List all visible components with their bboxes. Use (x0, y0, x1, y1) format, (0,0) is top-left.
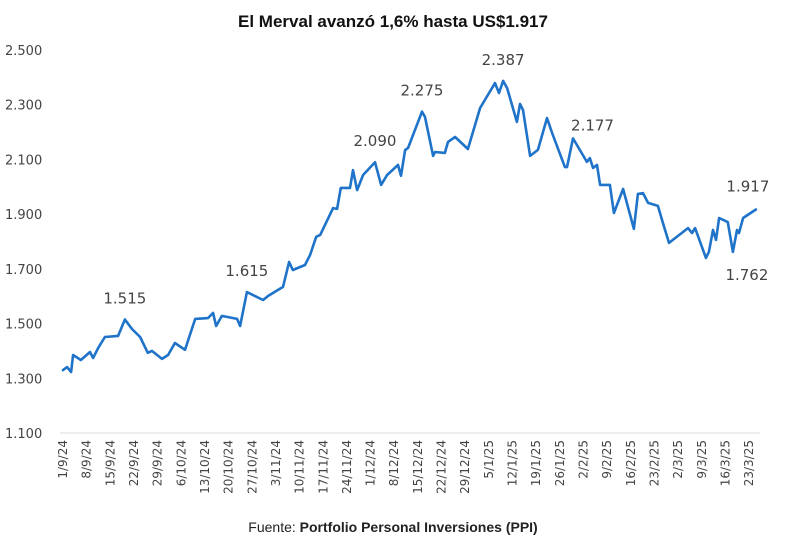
data-label: 1.762 (725, 266, 768, 284)
data-label: 2.275 (400, 82, 443, 100)
data-label: 2.090 (353, 132, 396, 150)
chart-title: El Merval avanzó 1,6% hasta US$1.917 (238, 12, 548, 31)
x-tick-label: 19/1/25 (529, 440, 543, 486)
x-tick-label: 22/12/24 (435, 440, 449, 494)
data-label: 1.515 (103, 289, 146, 307)
y-tick-label: 1.900 (5, 208, 42, 223)
x-tick-label: 23/2/25 (648, 440, 662, 486)
y-tick-label: 2.100 (5, 153, 42, 168)
x-tick-label: 20/10/24 (222, 440, 236, 494)
x-tick-label: 16/3/25 (718, 440, 732, 486)
series-line-merval (61, 79, 758, 374)
data-label: 1.917 (726, 177, 769, 195)
source-prefix: Fuente: (248, 519, 299, 535)
data-labels: 1.515 1.615 2.090 2.275 2.387 2.177 1.762 1.917 (103, 51, 769, 308)
x-tick-label: 24/11/24 (340, 440, 354, 494)
x-tick-label: 15/9/24 (103, 440, 117, 486)
x-tick-label: 13/10/24 (198, 440, 212, 494)
x-tick-label: 1/9/24 (56, 440, 70, 479)
source-note: Fuente: Portfolio Personal Inversiones (… (248, 519, 537, 535)
x-tick-label: 6/10/24 (174, 440, 188, 486)
x-tick-label: 12/1/25 (506, 440, 520, 486)
y-axis: 2.500 2.300 2.100 1.900 1.700 1.500 1.300 1.100 (5, 44, 42, 442)
y-tick-label: 2.500 (5, 44, 42, 59)
x-tick-label: 17/11/24 (316, 440, 330, 494)
x-tick-label: 29/9/24 (151, 440, 165, 486)
y-tick-label: 1.100 (5, 427, 42, 442)
x-tick-label: 26/1/25 (553, 440, 567, 486)
x-axis: 1/9/24 8/9/24 15/9/24 22/9/24 29/9/24 6/10/24… (56, 440, 756, 494)
data-label: 1.615 (225, 262, 268, 280)
y-tick-label: 1.300 (5, 372, 42, 387)
x-tick-label: 3/11/24 (269, 440, 283, 486)
x-tick-label: 5/1/25 (482, 440, 496, 479)
x-tick-label: 9/2/25 (600, 440, 614, 479)
y-tick-label: 2.300 (5, 99, 42, 114)
x-tick-label: 22/9/24 (127, 440, 141, 486)
x-tick-label: 2/3/25 (671, 440, 685, 479)
x-tick-label: 10/11/24 (293, 440, 307, 494)
x-tick-label: 1/12/24 (364, 440, 378, 486)
x-tick-label: 29/12/24 (458, 440, 472, 494)
y-tick-label: 1.700 (5, 263, 42, 278)
x-tick-label: 8/12/24 (387, 440, 401, 486)
x-tick-label: 2/2/25 (577, 440, 591, 479)
x-tick-label: 9/3/25 (695, 440, 709, 479)
x-tick-label: 27/10/24 (245, 440, 259, 494)
data-label: 2.387 (482, 51, 525, 69)
x-tick-label: 15/12/24 (411, 440, 425, 494)
data-label: 2.177 (571, 116, 614, 134)
x-tick-label: 16/2/25 (624, 440, 638, 486)
x-tick-label: 8/9/24 (80, 440, 94, 479)
source-name: Portfolio Personal Inversiones (PPI) (300, 519, 538, 535)
x-tick-label: 23/3/25 (742, 440, 756, 486)
y-tick-label: 1.500 (5, 318, 42, 333)
